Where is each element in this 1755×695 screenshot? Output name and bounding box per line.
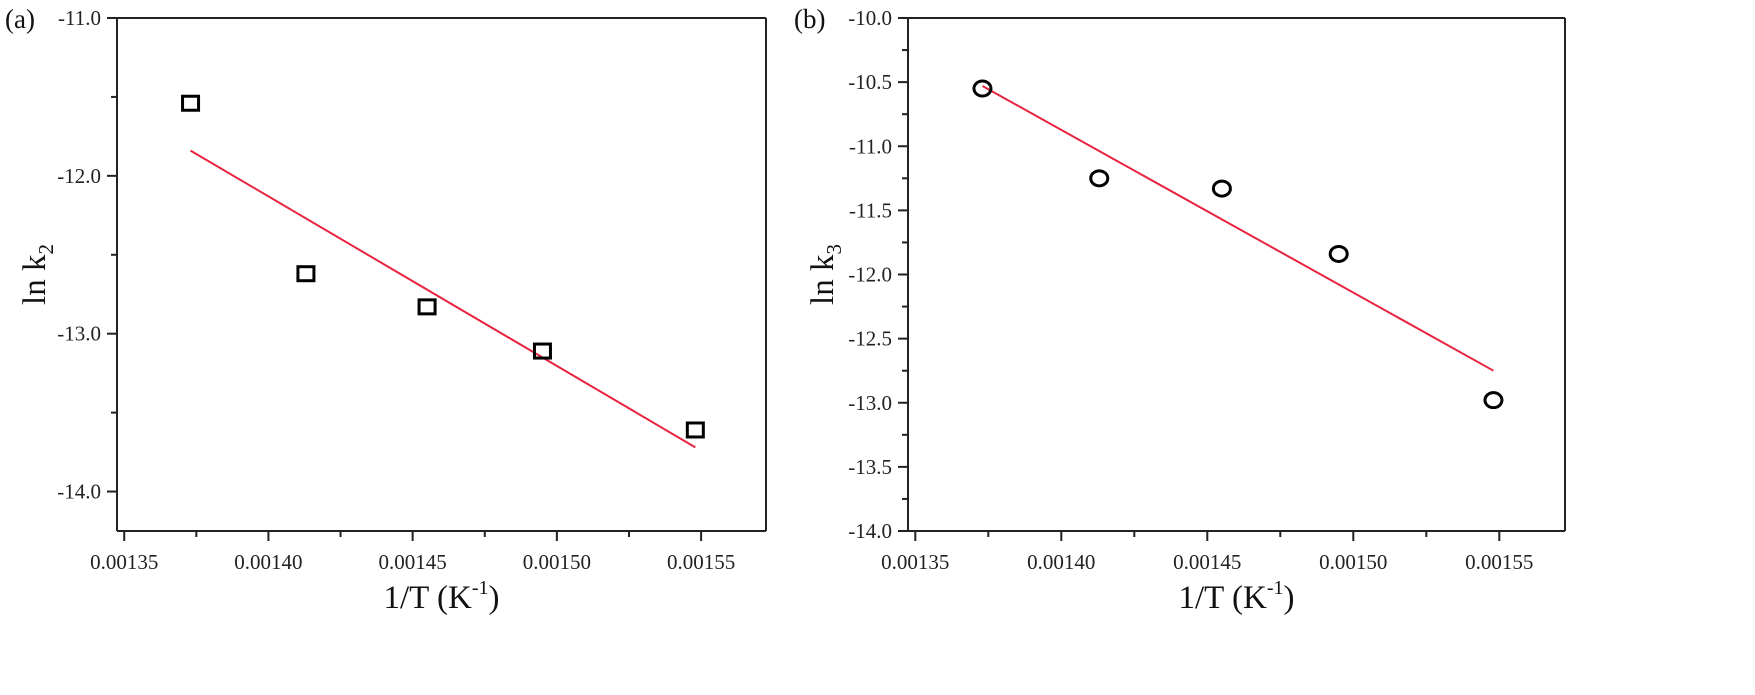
panel-label: (b) bbox=[794, 4, 825, 34]
x-tick-label: 0.00155 bbox=[1465, 550, 1533, 574]
chart-panel-a: 0.00135 0.00140 0.00145 0.00150 0.00155 -11.0… bbox=[5, 4, 767, 616]
y-tick-label: -12.5 bbox=[848, 327, 892, 351]
data-point-circle bbox=[1483, 391, 1504, 410]
y-tick-label: -12.0 bbox=[848, 263, 892, 287]
data-point-square bbox=[296, 265, 316, 283]
y-axis-title: ln k2 bbox=[17, 244, 58, 305]
panel-label: (a) bbox=[5, 4, 35, 34]
x-tick-label: 0.00155 bbox=[667, 550, 735, 574]
y-tick-label: -13.5 bbox=[848, 455, 892, 479]
chart-panel-b: 0.00135 0.00140 0.00145 0.00150 0.00155 -10.0… bbox=[794, 4, 1566, 616]
y-tick-label: -10.0 bbox=[848, 6, 892, 30]
x-tick-label: 0.00145 bbox=[1173, 550, 1241, 574]
y-axis-title: ln k3 bbox=[805, 244, 846, 305]
y-tick-label: -11.0 bbox=[849, 134, 892, 158]
x-tick-label: 0.00150 bbox=[523, 550, 591, 574]
data-point-circle bbox=[972, 79, 993, 98]
data-point-circle bbox=[1211, 179, 1232, 198]
x-tick-label: 0.00135 bbox=[881, 550, 949, 574]
x-tick-label: 0.00135 bbox=[90, 550, 158, 574]
y-tick-label: -13.0 bbox=[57, 322, 101, 346]
y-tick-label: -10.5 bbox=[848, 70, 892, 94]
y-tick-label: -13.0 bbox=[848, 391, 892, 415]
data-point-circle bbox=[1328, 244, 1349, 263]
y-tick-label: -12.0 bbox=[57, 164, 101, 188]
y-tick-label: -11.5 bbox=[849, 198, 892, 222]
y-tick-label: -11.0 bbox=[58, 6, 101, 30]
x-axis-title: 1/T (K-1) bbox=[384, 577, 500, 616]
fit-line bbox=[190, 149, 696, 449]
data-point-circle bbox=[1089, 169, 1110, 188]
x-axis-title: 1/T (K-1) bbox=[1179, 577, 1295, 616]
y-tick-label: -14.0 bbox=[848, 519, 892, 543]
x-tick-label: 0.00150 bbox=[1319, 550, 1387, 574]
data-point-square bbox=[685, 421, 705, 439]
data-point-square bbox=[532, 342, 552, 360]
data-point-square bbox=[417, 298, 437, 316]
x-tick-label: 0.00145 bbox=[379, 550, 447, 574]
data-point-square bbox=[181, 94, 201, 112]
x-tick-label: 0.00140 bbox=[1027, 550, 1095, 574]
y-tick-label: -14.0 bbox=[57, 480, 101, 504]
fit-line bbox=[981, 85, 1494, 372]
x-tick-label: 0.00140 bbox=[234, 550, 302, 574]
